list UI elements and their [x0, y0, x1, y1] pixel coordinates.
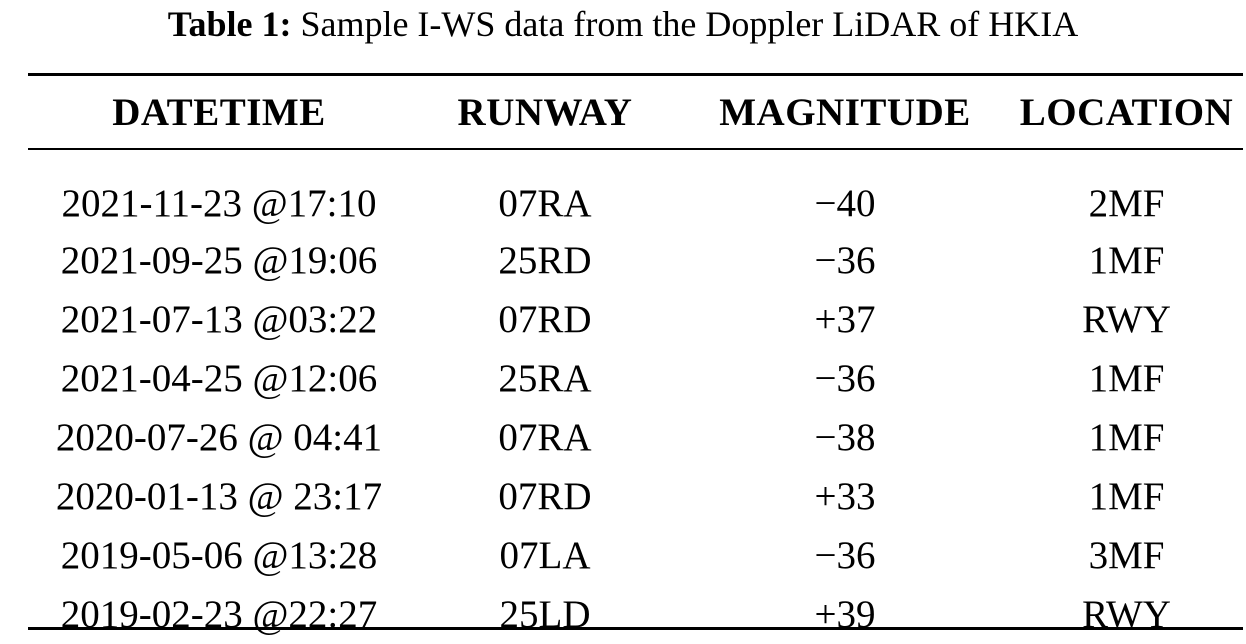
cell-location: 1MF	[1088, 475, 1165, 518]
cell-runway: 07RD	[498, 475, 592, 518]
cell-magnitude: +37	[814, 298, 876, 341]
cell-location: 1MF	[1088, 357, 1165, 400]
cell-datetime: 2019-05-06 @13:28	[60, 534, 378, 577]
cell-location: 3MF	[1088, 534, 1165, 577]
table-row: 2019-05-06 @13:28 07LA −36 3MF	[28, 526, 1243, 585]
data-table: DATETIME RUNWAY MAGNITUDE LOCATION 2021-…	[28, 76, 1243, 644]
cell-runway: 07LA	[499, 534, 591, 577]
cell-magnitude: +39	[814, 593, 876, 636]
cell-magnitude: −40	[814, 182, 876, 225]
cell-runway: 07RA	[498, 416, 592, 459]
cell-runway: 07RD	[498, 298, 592, 341]
cell-datetime: 2020-07-26 @ 04:41	[55, 416, 383, 459]
header-row: DATETIME RUNWAY MAGNITUDE LOCATION	[28, 76, 1243, 148]
cell-datetime: 2019-02-23 @22:27	[60, 593, 378, 636]
cell-location: RWY	[1082, 298, 1171, 341]
cell-datetime: 2021-09-25 @19:06	[60, 239, 378, 282]
cell-datetime: 2021-11-23 @17:10	[61, 182, 377, 225]
table-caption: Table 1: Sample I-WS data from the Doppl…	[0, 2, 1246, 46]
table-row: 2021-07-13 @03:22 07RD +37 RWY	[28, 290, 1243, 349]
table-row: 2021-04-25 @12:06 25RA −36 1MF	[28, 349, 1243, 408]
column-header-magnitude: MAGNITUDE	[719, 90, 971, 134]
cell-runway: 25RA	[498, 357, 592, 400]
header-rule	[28, 148, 1243, 150]
cell-location: RWY	[1082, 593, 1171, 636]
cell-location: 1MF	[1088, 416, 1165, 459]
cell-runway: 25LD	[499, 593, 591, 636]
cell-runway: 25RD	[498, 239, 592, 282]
column-header-runway: RUNWAY	[457, 90, 633, 134]
top-rule	[28, 73, 1243, 76]
cell-magnitude: −36	[814, 239, 876, 282]
cell-magnitude: +33	[814, 475, 876, 518]
cell-magnitude: −36	[814, 357, 876, 400]
cell-magnitude: −38	[814, 416, 876, 459]
column-header-datetime: DATETIME	[112, 90, 326, 134]
cell-runway: 07RA	[498, 182, 592, 225]
cell-datetime: 2020-01-13 @ 23:17	[55, 475, 383, 518]
table-row: 2020-07-26 @ 04:41 07RA −38 1MF	[28, 408, 1243, 467]
table-row: 2019-02-23 @22:27 25LD +39 RWY	[28, 585, 1243, 644]
bottom-rule	[28, 627, 1243, 630]
caption-label: Table 1:	[167, 4, 292, 44]
cell-location: 2MF	[1088, 182, 1165, 225]
cell-datetime: 2021-07-13 @03:22	[60, 298, 378, 341]
caption-text: Sample I-WS data from the Doppler LiDAR …	[291, 4, 1079, 44]
table-row: 2021-09-25 @19:06 25RD −36 1MF	[28, 231, 1243, 290]
column-header-location: LOCATION	[1019, 90, 1234, 134]
table-row: 2020-01-13 @ 23:17 07RD +33 1MF	[28, 467, 1243, 526]
table-row: 2021-11-23 @17:10 07RA −40 2MF	[28, 148, 1243, 231]
cell-magnitude: −36	[814, 534, 876, 577]
cell-location: 1MF	[1088, 239, 1165, 282]
cell-datetime: 2021-04-25 @12:06	[60, 357, 378, 400]
